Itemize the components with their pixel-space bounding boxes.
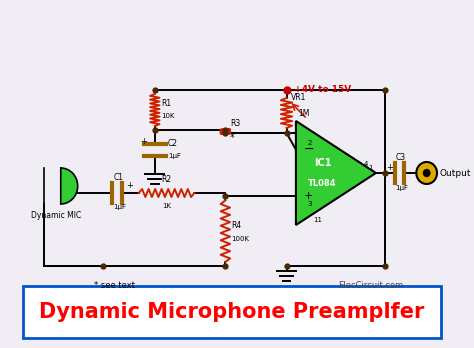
FancyBboxPatch shape	[23, 286, 441, 338]
Text: R1: R1	[162, 100, 172, 109]
Text: 1μF: 1μF	[168, 153, 181, 159]
Text: +: +	[303, 191, 313, 201]
Text: R3: R3	[230, 119, 240, 128]
Text: C1: C1	[113, 174, 123, 182]
Text: R4: R4	[231, 221, 241, 230]
Text: −: −	[303, 143, 314, 156]
Circle shape	[423, 169, 430, 177]
Text: VR1: VR1	[291, 94, 307, 103]
Text: 11: 11	[313, 217, 322, 223]
Text: 2: 2	[307, 140, 311, 145]
Text: C2: C2	[168, 140, 178, 149]
Text: IC1: IC1	[314, 158, 331, 168]
Text: 1μF: 1μF	[113, 204, 127, 210]
Text: 100K: 100K	[231, 236, 249, 242]
Text: Dynamic Microphone Preamplfer: Dynamic Microphone Preamplfer	[39, 302, 425, 322]
Text: +4V to 15V: +4V to 15V	[294, 86, 351, 95]
Text: 1μF: 1μF	[396, 185, 409, 191]
Text: 1: 1	[368, 165, 373, 171]
Text: 1M: 1M	[298, 110, 309, 119]
Text: 10K: 10K	[162, 113, 175, 119]
Text: +: +	[386, 163, 393, 172]
Text: * see text: * see text	[94, 282, 135, 291]
Polygon shape	[296, 121, 376, 225]
Text: Output: Output	[440, 168, 471, 177]
Text: R2: R2	[162, 174, 172, 183]
Text: *: *	[230, 133, 235, 142]
Text: C3: C3	[396, 153, 406, 163]
Text: 3: 3	[307, 201, 312, 207]
Text: +: +	[127, 181, 134, 190]
Circle shape	[416, 162, 437, 184]
Text: Dynamic MIC: Dynamic MIC	[31, 212, 81, 221]
Text: 4: 4	[364, 161, 368, 167]
Text: TL084: TL084	[308, 179, 337, 188]
Text: +: +	[140, 137, 146, 147]
Wedge shape	[61, 168, 78, 204]
Text: 1K: 1K	[162, 203, 171, 209]
Text: ElecCircuit.com: ElecCircuit.com	[338, 282, 404, 291]
